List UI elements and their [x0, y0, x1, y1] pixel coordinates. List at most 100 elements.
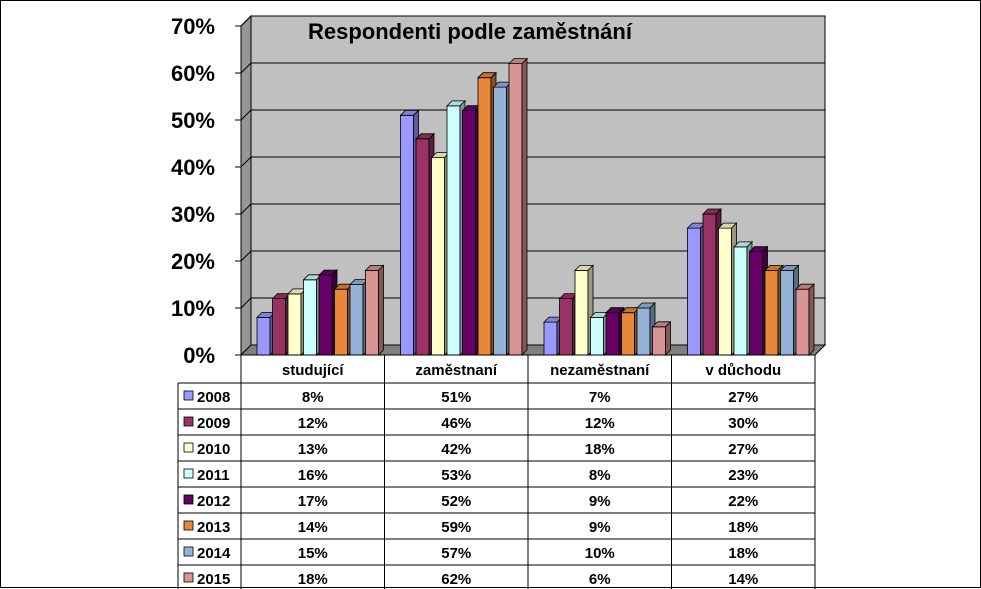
y-tick-label: 40% [171, 155, 215, 180]
bar-front [687, 227, 701, 356]
data-label: 18% [728, 545, 758, 562]
bar-front [733, 246, 748, 356]
legend-key [183, 520, 194, 531]
series-name: 2009 [197, 415, 230, 432]
data-label: 59% [441, 519, 471, 536]
bar-front [749, 251, 763, 356]
gridline [240, 156, 825, 168]
bar-2012-3 [748, 245, 769, 356]
gridline [240, 297, 825, 309]
data-label: 15% [298, 545, 328, 562]
category-label: v důchodu [705, 362, 781, 379]
bar-front [415, 138, 430, 356]
bar-front [636, 307, 651, 356]
data-label: 51% [441, 389, 471, 406]
bar-side [665, 320, 671, 356]
y-tick-label: 30% [171, 202, 215, 227]
series-name: 2013 [197, 519, 230, 536]
y-tick-label: 50% [171, 108, 215, 133]
bar-front [272, 298, 286, 356]
data-label: 6% [589, 571, 611, 588]
data-label: 7% [589, 389, 611, 406]
bar-front [287, 293, 302, 356]
gridline [240, 109, 825, 121]
data-label: 18% [585, 441, 615, 458]
data-label: 18% [728, 519, 758, 536]
series-name: 2011 [197, 467, 230, 484]
data-label: 9% [589, 493, 611, 510]
gridline [240, 15, 825, 27]
bar-front [780, 269, 794, 356]
y-tick-label: 70% [171, 14, 215, 39]
y-tick-label: 10% [171, 296, 215, 321]
series-name: 2015 [197, 571, 230, 588]
data-label: 14% [728, 571, 758, 588]
bar-front [574, 269, 589, 356]
plot-side-wall [240, 14, 252, 357]
data-label: 8% [302, 389, 324, 406]
y-tick-label: 20% [171, 249, 215, 274]
bar-front [477, 77, 492, 356]
data-label: 17% [298, 493, 328, 510]
bar-front [652, 326, 666, 356]
series-name: 2010 [197, 441, 230, 458]
y-tick-label: 0% [183, 343, 215, 368]
bar-front [590, 316, 604, 356]
data-label: 62% [441, 571, 471, 588]
data-label: 46% [441, 415, 471, 432]
bar-front [349, 284, 364, 356]
category-label: zaměstnaní [415, 362, 498, 379]
data-label: 53% [441, 467, 471, 484]
legend-key [183, 572, 194, 583]
data-label: 42% [441, 441, 471, 458]
data-label: 14% [298, 519, 328, 536]
bar-side [521, 57, 528, 356]
bar-front [334, 288, 348, 356]
gridline [240, 250, 825, 262]
legend-key [183, 416, 194, 427]
bar-front [256, 316, 271, 356]
bar-front [365, 269, 379, 356]
data-label: 30% [728, 415, 758, 432]
bar-2015-1 [508, 57, 528, 356]
bar-front [605, 312, 620, 356]
data-label: 23% [728, 467, 758, 484]
bar-front [718, 227, 732, 356]
bar-2009-2 [558, 292, 579, 356]
bar-front [702, 213, 717, 356]
bar-front [764, 269, 779, 356]
bar-front [446, 105, 461, 356]
bar-front [303, 279, 317, 356]
data-label: 13% [298, 441, 328, 458]
bar-front [559, 298, 573, 356]
data-label: 10% [585, 545, 615, 562]
legend-key [183, 494, 194, 505]
data-label: 52% [441, 493, 471, 510]
data-label: 27% [728, 389, 758, 406]
gridline [240, 203, 825, 215]
data-label: 27% [728, 441, 758, 458]
legend-key [183, 546, 194, 557]
data-label: 57% [441, 545, 471, 562]
bar-2015-3 [795, 283, 815, 356]
data-label: 16% [298, 467, 328, 484]
data-label: 12% [585, 415, 615, 432]
bar-side [378, 264, 384, 356]
bar-front [508, 63, 523, 356]
bar-2015-0 [364, 264, 385, 356]
bar-front [493, 86, 507, 356]
series-name: 2014 [197, 545, 231, 562]
bar-front [400, 114, 414, 356]
bar-front [795, 288, 810, 356]
bar-front [621, 312, 635, 356]
y-tick-label: 60% [171, 61, 215, 86]
category-label: studující [282, 362, 345, 379]
gridline [240, 62, 825, 74]
legend-key [183, 390, 194, 401]
bar-front [543, 321, 558, 356]
bar-front [431, 157, 445, 356]
bar-2015-2 [651, 320, 672, 356]
bar-side [808, 283, 815, 356]
chart-title: Respondenti podle zaměstnání [308, 19, 633, 44]
